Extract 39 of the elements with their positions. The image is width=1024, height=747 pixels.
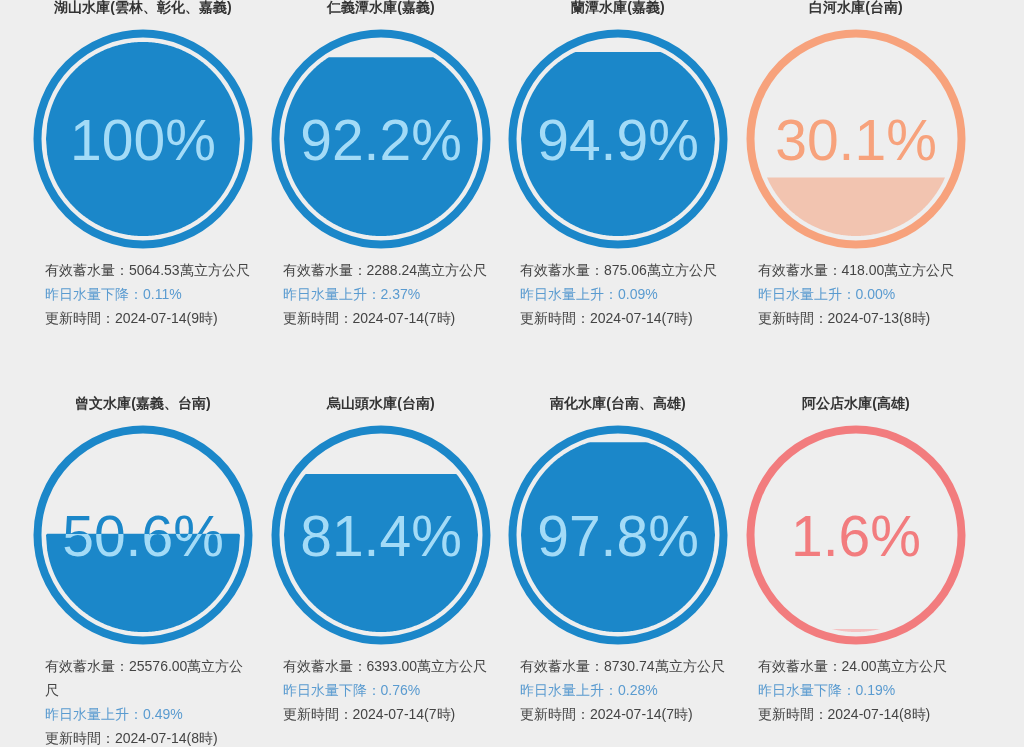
text: 曾文水庫(嘉義、台南) [75,394,211,411]
text: 有效蓄水量：875.06萬立方公尺 [520,261,718,280]
text: 更新時間：2024-07-14(8時) [45,729,219,747]
text: 有效蓄水量：418.00萬立方公尺 [757,261,956,280]
text: 更新時間：2024-07-13(8時) [757,309,932,328]
text: 湖山水庫(雲林、彰化、嘉義) [53,0,232,15]
text: 有效蓄水量：24.00萬立方公尺 [757,657,948,676]
text: 阿公店水庫(高雄) [801,394,910,411]
text: 昨日水量上升：0.00% [757,285,897,304]
text: 昨日水量上升：2.37% [282,285,422,304]
text: 昨日水量上升：0.09% [520,285,659,304]
text: 烏山頭水庫(台南) [325,394,435,411]
data-label: 30.1% [774,107,937,172]
text: 昨日水量上升：0.28% [520,681,659,700]
text: 昨日水量上升：0.49% [45,705,184,724]
text: 昨日水量下降：0.76% [282,681,422,700]
text: 有效蓄水量：25576.00萬立方公尺 [45,657,245,700]
text: 更新時間：2024-07-14(8時) [757,705,932,724]
text: 更新時間：2024-07-14(9時) [45,309,219,328]
text: 白河水庫(台南) [808,0,903,15]
data-label: 100% [70,107,216,172]
text: 仁義潭水庫(嘉義) [325,0,435,15]
text: 更新時間：2024-07-14(7時) [282,705,457,724]
text: 南化水庫(台南、高雄) [549,394,686,411]
text: 有效蓄水量：5064.53萬立方公尺 [45,261,251,280]
data-label: 94.9% [537,107,699,172]
text: 有效蓄水量：6393.00萬立方公尺 [282,657,489,676]
text: 蘭潭水庫(嘉義) [570,0,665,15]
text: 更新時間：2024-07-14(7時) [520,309,694,328]
data-label: 97.8% [537,503,699,568]
text: 更新時間：2024-07-14(7時) [520,705,694,724]
text: 有效蓄水量：2288.24萬立方公尺 [282,261,489,280]
data-label: 92.2% [299,107,462,172]
text: 昨日水量下降：0.11% [45,285,183,304]
data-label: 81.4% [299,503,462,568]
text: 有效蓄水量：8730.74萬立方公尺 [520,657,726,676]
text: 更新時間：2024-07-14(7時) [282,309,457,328]
data-label: 1.6% [790,503,921,568]
text: 昨日水量下降：0.19% [757,681,897,700]
